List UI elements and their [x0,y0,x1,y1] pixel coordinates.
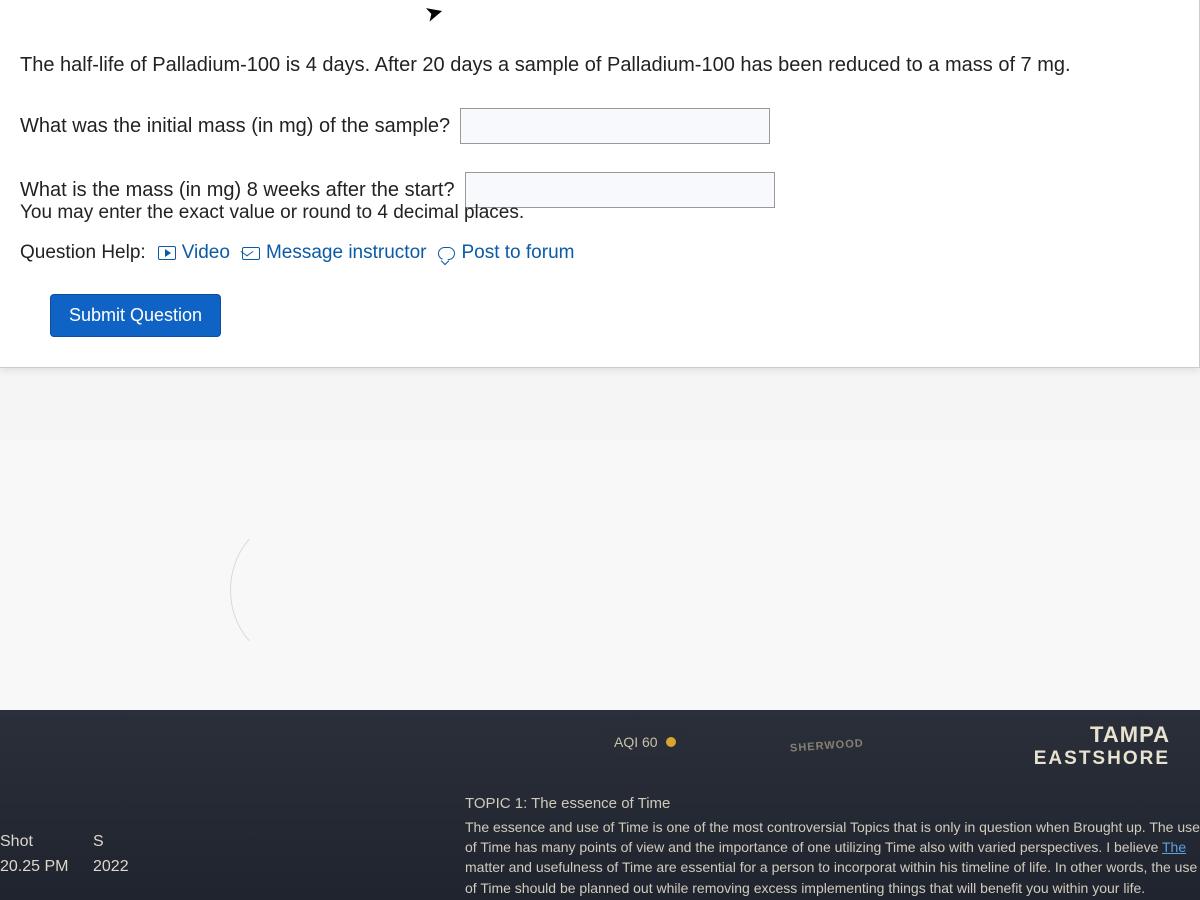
aqi-badge: AQI 60 [600,728,690,756]
video-help-link[interactable]: Video [158,242,230,264]
question-2-label: What is the mass (in mg) 8 weeks after t… [20,179,455,202]
sub-city-name: EASTSHORE [1034,748,1170,770]
help-label: Question Help: [20,242,146,264]
spacer-area [0,440,1200,710]
post-forum-link[interactable]: Post to forum [438,242,574,264]
question-panel: The half-life of Palladium-100 is 4 days… [0,0,1200,368]
aqi-dot-icon [666,737,676,747]
left-corner-labels: Shot S 20.25 PM 2022 [0,829,129,880]
video-label: Video [182,242,230,264]
aqi-label: AQI 60 [614,734,658,750]
speech-bubble-icon [438,247,455,260]
desktop-background: AQI 60 SHERWOOD TAMPA EASTSHORE Shot S 2… [0,710,1200,900]
topic-text-block: TOPIC 1: The essence of Time The essence… [465,793,1200,898]
video-play-icon [158,246,176,260]
s-label: S [93,829,104,855]
question-1-label: What was the initial mass (in mg) of the… [20,115,450,138]
question-1-row: What was the initial mass (in mg) of the… [20,108,1179,144]
faint-curve-decoration [230,520,350,660]
message-label: Message instructor [266,242,427,264]
submit-question-button[interactable]: Submit Question [50,294,221,337]
sherwood-label: SHERWOOD [790,737,864,754]
year-label: 2022 [93,854,129,880]
topic-title: TOPIC 1: The essence of Time [465,793,1200,815]
help-row: Question Help: Video Message instructor … [20,242,1179,264]
location-label: TAMPA EASTSHORE [1034,722,1170,770]
topic-body: The essence and use of Time is one of th… [465,817,1200,898]
envelope-icon [242,247,260,260]
the-link[interactable]: The [1162,839,1186,855]
message-instructor-link[interactable]: Message instructor [242,242,427,264]
topic-body-2: matter and usefulness of Time are essent… [465,859,1197,895]
city-name: TAMPA [1034,722,1170,748]
topic-body-1: The essence and use of Time is one of th… [465,819,1200,855]
shot-label: Shot [0,829,75,855]
time-label: 20.25 PM [0,854,75,880]
forum-label: Post to forum [461,242,574,264]
question-intro-text: The half-life of Palladium-100 is 4 days… [20,50,1179,80]
initial-mass-input[interactable] [460,108,770,144]
